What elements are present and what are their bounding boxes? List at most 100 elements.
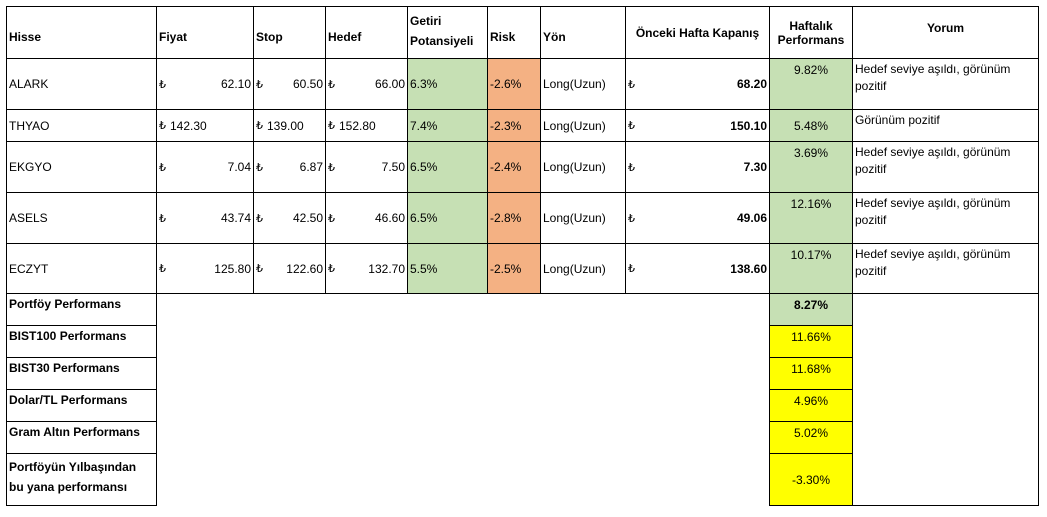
cell-yon: Long(Uzun)	[540, 141, 626, 193]
cell-fiyat-value: 43.74	[220, 211, 251, 225]
header-yon: Yön	[540, 6, 626, 59]
table-row: EKGYO ₺ 7.04 ₺ 6.87 ₺ 7.50 6.5% -2.4% Long(Uzun) ₺…	[6, 141, 1039, 193]
cell-hedef: ₺ 132.70	[325, 243, 408, 294]
cell-hedef-value: 46.60	[374, 211, 405, 225]
header-haftalik: Haftalık Performans	[769, 6, 853, 59]
cell-risk: -2.4%	[487, 141, 541, 193]
lira-icon: ₺	[628, 119, 635, 132]
cell-risk: -2.6%	[487, 58, 541, 110]
cell-haftalik: 3.69%	[769, 141, 853, 193]
summary-label: Dolar/TL Performans	[6, 389, 157, 422]
cell-yorum: Hedef seviye aşıldı, görünüm pozitif	[852, 141, 1039, 193]
cell-fiyat: ₺ 62.10	[156, 58, 254, 110]
cell-onceki-wrap: ₺ 7.30	[628, 160, 767, 174]
cell-stop: ₺ 42.50	[253, 192, 326, 244]
cell-fiyat: ₺ 125.80	[156, 243, 254, 294]
header-fiyat: Fiyat	[156, 6, 254, 59]
cell-haftalik: 5.48%	[769, 109, 853, 142]
cell-getiri: 7.4%	[407, 109, 488, 142]
lira-icon: ₺	[328, 211, 335, 225]
header-hisse: Hisse	[6, 6, 157, 59]
cell-stop-wrap: ₺ 60.50	[256, 77, 323, 91]
cell-risk: -2.8%	[487, 192, 541, 244]
lira-icon: ₺	[628, 211, 635, 225]
cell-onceki-value: 68.20	[736, 77, 767, 91]
cell-hisse: EKGYO	[6, 141, 157, 193]
summary-value: 11.68%	[769, 357, 853, 390]
cell-yorum: Hedef seviye aşıldı, görünüm pozitif	[852, 243, 1039, 294]
cell-stop: ₺ 60.50	[253, 58, 326, 110]
summary-label: BIST100 Performans	[6, 325, 157, 358]
cell-hedef-value: 66.00	[374, 77, 405, 91]
cell-onceki-wrap: ₺ 68.20	[628, 77, 767, 91]
header-stop: Stop	[253, 6, 326, 59]
lira-icon: ₺	[256, 211, 263, 225]
cell-yorum: Hedef seviye aşıldı, görünüm pozitif	[852, 58, 1039, 110]
cell-stop-value: 42.50	[292, 211, 323, 225]
header-onceki: Önceki Hafta Kapanış	[625, 6, 770, 59]
summary-row: Portföyün Yılbaşından bu yana performans…	[6, 453, 1039, 506]
table-row: ECZYT ₺ 125.80 ₺ 122.60 ₺ 132.70 5.5% -2.5% Long(…	[6, 243, 1039, 294]
cell-hisse: ALARK	[6, 58, 157, 110]
cell-yon: Long(Uzun)	[540, 58, 626, 110]
summary-value: 5.02%	[769, 421, 853, 454]
lira-icon: ₺	[256, 262, 263, 275]
cell-stop-wrap: ₺ 139.00	[256, 119, 323, 133]
cell-fiyat: ₺ 142.30	[156, 109, 254, 142]
lira-icon: ₺	[159, 119, 166, 132]
cell-yorum: Hedef seviye aşıldı, görünüm pozitif	[852, 192, 1039, 244]
cell-risk: -2.5%	[487, 243, 541, 294]
lira-icon: ₺	[159, 160, 166, 174]
cell-hedef: ₺ 66.00	[325, 58, 408, 110]
cell-hedef-value: 132.70	[368, 261, 405, 276]
cell-stop: ₺ 122.60	[253, 243, 326, 294]
summary-row: Portföy Performans 8.27%	[6, 293, 1039, 506]
cell-haftalik: 12.16%	[769, 192, 853, 244]
header-yorum: Yorum	[852, 6, 1039, 59]
cell-onceki-value: 138.60	[730, 261, 767, 276]
cell-hedef: ₺ 46.60	[325, 192, 408, 244]
cell-haftalik: 9.82%	[769, 58, 853, 110]
cell-stop: ₺ 139.00	[253, 109, 326, 142]
cell-fiyat-wrap: ₺ 125.80	[159, 262, 251, 276]
cell-onceki: ₺ 150.10	[625, 109, 770, 142]
table-row: THYAO ₺ 142.30 ₺ 139.00 ₺ 152.80 7.4% -2.3% Long(…	[6, 109, 1039, 142]
cell-onceki-wrap: ₺ 138.60	[628, 262, 767, 276]
cell-onceki-value: 49.06	[736, 211, 767, 225]
cell-stop: ₺ 6.87	[253, 141, 326, 193]
lira-icon: ₺	[256, 77, 263, 91]
cell-fiyat-value: 142.30	[170, 118, 207, 133]
cell-yon: Long(Uzun)	[540, 192, 626, 244]
cell-getiri: 5.5%	[407, 243, 488, 294]
lira-icon: ₺	[159, 262, 166, 275]
blank-area	[157, 294, 770, 506]
cell-yon: Long(Uzun)	[540, 243, 626, 294]
cell-yon: Long(Uzun)	[540, 109, 626, 142]
blank-area-right	[852, 293, 1039, 506]
cell-hedef-wrap: ₺ 152.80	[328, 119, 405, 133]
header-row: Hisse Fiyat Stop Hedef Getiri Potansiyel…	[6, 6, 1039, 59]
cell-stop-value: 60.50	[292, 77, 323, 91]
cell-stop-wrap: ₺ 122.60	[256, 262, 323, 276]
summary-row: BIST100 Performans 11.66%	[6, 325, 1039, 358]
header-hedef: Hedef	[325, 6, 408, 59]
cell-hisse: THYAO	[6, 109, 157, 142]
cell-hedef-wrap: ₺ 7.50	[328, 160, 405, 174]
cell-risk: -2.3%	[487, 109, 541, 142]
header-getiri: Getiri Potansiyeli	[407, 6, 488, 59]
lira-icon: ₺	[628, 262, 635, 275]
cell-onceki: ₺ 138.60	[625, 243, 770, 294]
lira-icon: ₺	[628, 77, 635, 91]
cell-onceki-value: 7.30	[743, 160, 767, 174]
cell-hedef: ₺ 152.80	[325, 109, 408, 142]
lira-icon: ₺	[628, 160, 635, 174]
summary-label: Gram Altın Performans	[6, 421, 157, 454]
cell-fiyat-value: 125.80	[214, 261, 251, 276]
performance-table: Hisse Fiyat Stop Hedef Getiri Potansiyel…	[6, 6, 1039, 506]
cell-haftalik: 10.17%	[769, 243, 853, 294]
cell-yorum: Görünüm pozitif	[852, 109, 1039, 142]
cell-stop-wrap: ₺ 42.50	[256, 211, 323, 225]
summary-label: Portföyün Yılbaşından bu yana performans…	[6, 453, 157, 506]
cell-fiyat-wrap: ₺ 7.04	[159, 160, 251, 174]
cell-hedef-wrap: ₺ 66.00	[328, 77, 405, 91]
